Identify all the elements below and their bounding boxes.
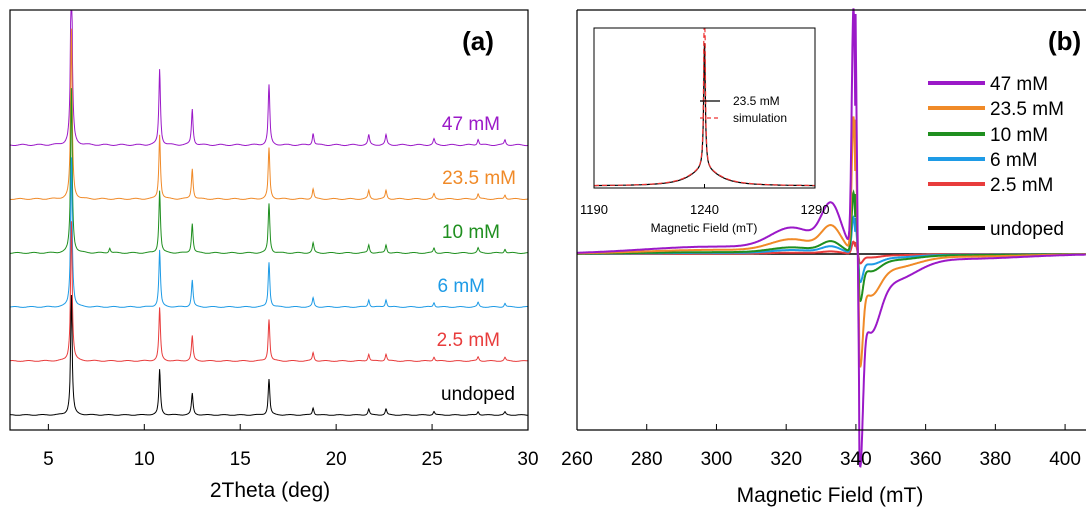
- trace-label-23-5: 23.5 mM: [442, 168, 516, 189]
- panel-b-legend: 47 mM 23.5 mM 10 mM 6 mM 2.5 mM undoped: [928, 74, 1064, 240]
- xrd-trace-23-5-mm: [10, 28, 529, 200]
- inset-legend-label-measured: 23.5 mM: [733, 94, 780, 108]
- inset-traces: [594, 28, 815, 187]
- x-tick-label: 15: [230, 449, 251, 470]
- x-tick-label: 320: [770, 449, 802, 470]
- trace-label-6: 6 mM: [438, 276, 486, 297]
- inset-x-ticks: 1190 1240 1290: [580, 184, 829, 217]
- x-tick-label: 10: [134, 449, 155, 470]
- legend-label-undoped: undoped: [990, 219, 1064, 240]
- inset-x-tick-label: 1290: [801, 202, 830, 217]
- epr-trace-23-5-mm: [577, 116, 1086, 368]
- x-tick-label: 25: [422, 449, 443, 470]
- x-tick-label: 340: [840, 449, 872, 470]
- panel-b-x-axis-title: Magnetic Field (mT): [737, 484, 924, 507]
- inset-x-tick-label: 1190: [580, 202, 608, 217]
- x-tick-label: 400: [1049, 449, 1081, 470]
- trace-label-47: 47 mM: [442, 114, 500, 135]
- panel-a-frame: [9, 9, 529, 431]
- legend-label-10: 10 mM: [990, 125, 1048, 146]
- panel-a-trace-labels: 47 mM 23.5 mM 10 mM 6 mM 2.5 mM undoped: [437, 114, 516, 405]
- legend-label-6: 6 mM: [990, 150, 1038, 171]
- legend-label-47: 47 mM: [990, 74, 1048, 95]
- x-tick-label: 280: [631, 449, 663, 470]
- x-tick-label: 360: [910, 449, 942, 470]
- x-tick-label: 20: [326, 449, 347, 470]
- xrd-trace-10-mm: [10, 88, 529, 254]
- epr-trace-47-mm: [576, 8, 1086, 468]
- xrd-trace-2-5-mm: [9, 221, 529, 362]
- panel-a-x-axis-title: 2Theta (deg): [210, 479, 330, 502]
- panel-b: 260 280 300 320 340 360 380 400 (b) Magnetic Fi…: [561, 8, 1086, 507]
- inset-x-tick-label: 1240: [690, 202, 719, 217]
- x-tick-label: 30: [517, 449, 538, 470]
- panel-b-x-ticks: 260 280 300 320 340 360 380 400: [561, 424, 1081, 470]
- panel-a-traces: [9, 9, 529, 416]
- panel-a: 5 10 15 20 25 30 (a) 2Theta (deg) 47 mM 23.5 …: [9, 9, 539, 502]
- panel-b-label: (b): [1048, 26, 1081, 56]
- xrd-trace-undoped: [10, 294, 529, 416]
- panel-a-x-ticks: 5 10 15 20 25 30: [43, 424, 539, 470]
- inset-x-axis-title: Magnetic Field (mT): [651, 221, 758, 235]
- x-tick-label: 380: [980, 449, 1012, 470]
- epr-trace-10-mm: [577, 189, 1086, 303]
- xrd-trace-6-mm: [9, 157, 528, 308]
- x-tick-label: 300: [701, 449, 733, 470]
- trace-label-undoped: undoped: [441, 384, 515, 405]
- inset-plot: 1190 1240 1290 Magnetic Field (mT) 23.5 mM…: [580, 27, 829, 235]
- x-tick-label: 5: [43, 449, 54, 470]
- trace-label-10: 10 mM: [442, 222, 500, 243]
- x-tick-label: 260: [561, 449, 593, 470]
- panel-b-traces: [576, 8, 1086, 468]
- panel-a-label: (a): [462, 26, 494, 56]
- legend-label-23-5: 23.5 mM: [990, 99, 1064, 120]
- inset-legend-label-simulation: simulation: [733, 111, 787, 125]
- inset-trace-simulation: [594, 28, 815, 187]
- trace-label-2-5: 2.5 mM: [437, 330, 500, 351]
- legend-label-2-5: 2.5 mM: [990, 175, 1053, 196]
- xrd-trace-47-mm: [9, 9, 528, 147]
